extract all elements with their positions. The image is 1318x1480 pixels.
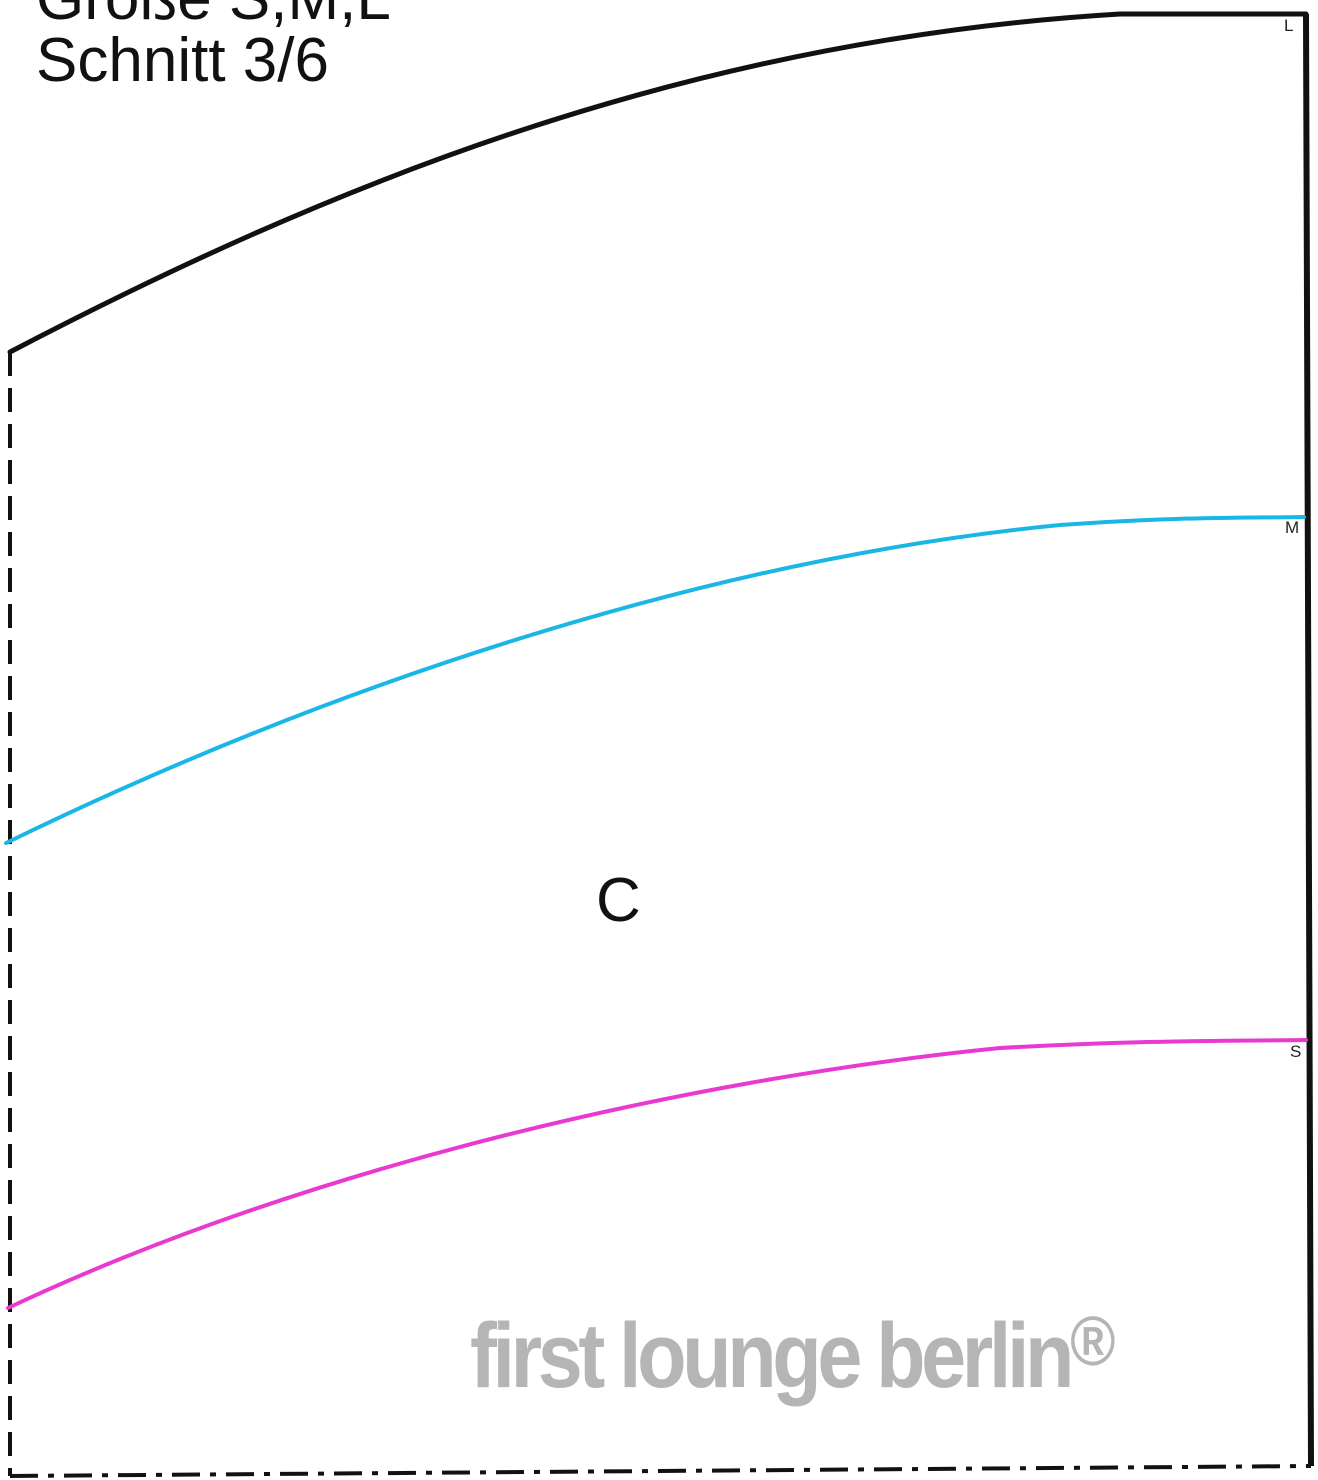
piece-letter-label: C: [596, 866, 641, 935]
size-range-heading: Größe S,M,L: [36, 0, 391, 30]
size-l-curve: [7, 11, 1309, 355]
watermark-text: first lounge berlin: [470, 1305, 1075, 1407]
registered-mark: ®: [1070, 1302, 1116, 1380]
size-s-curve: [6, 1038, 1308, 1310]
size-m-marker: M: [1285, 518, 1300, 537]
size-l-marker: L: [1284, 16, 1294, 35]
pattern-number-heading: Schnitt 3/6: [36, 26, 329, 95]
right-edge-line: [1303, 13, 1314, 1467]
bottom-edge-dashdot-line: [9, 1464, 1312, 1478]
size-m-curve: [4, 515, 1306, 845]
brand-watermark: first lounge berlin®: [470, 1306, 1174, 1402]
size-s-marker: S: [1290, 1042, 1302, 1061]
